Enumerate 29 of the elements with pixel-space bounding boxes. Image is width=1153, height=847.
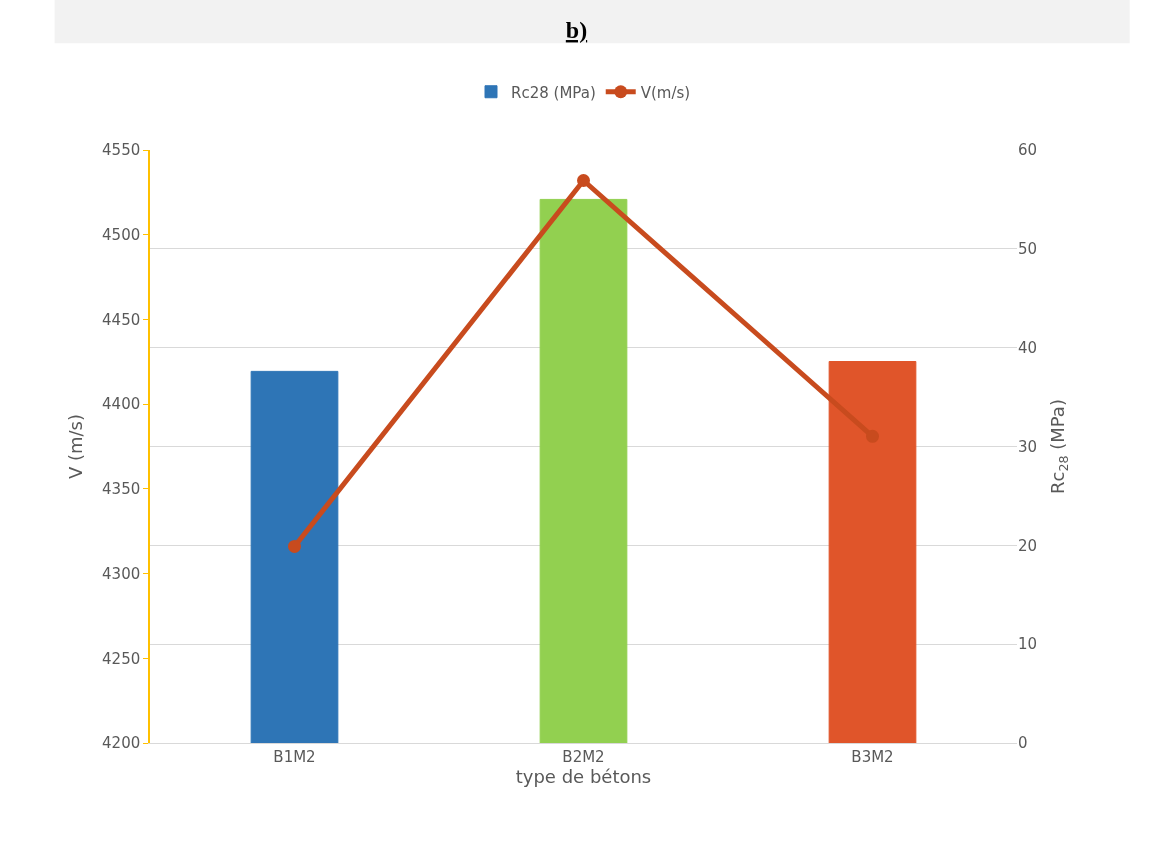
bar	[828, 361, 917, 743]
point	[288, 539, 301, 553]
y-tick-label: 4450	[102, 310, 141, 329]
y2-tick-label: 0	[1018, 734, 1028, 753]
y2-tick-label: 40	[1018, 338, 1038, 357]
legend-label: Rc28 (MPa)	[511, 83, 596, 102]
bar	[250, 370, 339, 743]
y2-tick-label: 60	[1018, 141, 1038, 160]
y-axis-title: V (m/s)	[64, 413, 86, 480]
x-tick-label: B2M2	[562, 748, 605, 766]
chart-title: b)	[565, 17, 588, 44]
x-axis-title: type de bétons	[515, 766, 652, 787]
y-tick-label: 4400	[102, 395, 141, 414]
point	[577, 174, 590, 187]
y-tick-label: 4300	[102, 564, 141, 583]
y-tick-label: 4350	[102, 480, 141, 499]
x-tick-label: B3M2	[851, 748, 894, 766]
legend-label: V(m/s)	[640, 83, 691, 102]
x-tick-label: B1M2	[273, 748, 316, 766]
bar	[539, 198, 628, 743]
y2-tick-label: 30	[1018, 437, 1038, 456]
point	[866, 429, 879, 443]
y2-tick-label: 50	[1018, 240, 1038, 259]
y-tick-label: 4200	[102, 734, 141, 753]
y-tick-label: 4500	[102, 225, 141, 244]
y-tick-label: 4250	[102, 649, 141, 668]
y2-tick-label: 10	[1018, 635, 1038, 654]
y2-tick-label: 20	[1018, 536, 1038, 555]
y-tick-label: 4550	[102, 141, 141, 160]
